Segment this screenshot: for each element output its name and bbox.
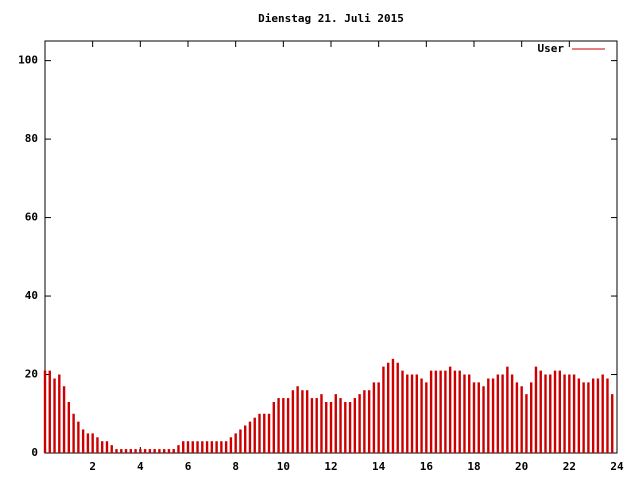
y-tick-label: 40 <box>25 289 38 302</box>
x-tick-label: 8 <box>232 460 239 473</box>
x-tick-label: 18 <box>467 460 480 473</box>
x-tick-label: 2 <box>89 460 96 473</box>
chart-title: Dienstag 21. Juli 2015 <box>258 12 404 25</box>
y-tick-label: 100 <box>18 54 38 67</box>
x-tick-label: 16 <box>420 460 434 473</box>
y-tick-label: 20 <box>25 368 38 381</box>
y-tick-label: 0 <box>31 446 38 459</box>
x-tick-label: 20 <box>515 460 528 473</box>
x-tick-label: 10 <box>277 460 290 473</box>
x-tick-label: 14 <box>372 460 386 473</box>
y-tick-label: 60 <box>25 211 38 224</box>
x-tick-label: 4 <box>137 460 144 473</box>
x-tick-label: 22 <box>563 460 576 473</box>
x-tick-label: 24 <box>610 460 624 473</box>
x-tick-label: 6 <box>185 460 192 473</box>
y-tick-label: 80 <box>25 132 38 145</box>
x-tick-label: 12 <box>324 460 337 473</box>
legend-label: User <box>538 42 565 55</box>
